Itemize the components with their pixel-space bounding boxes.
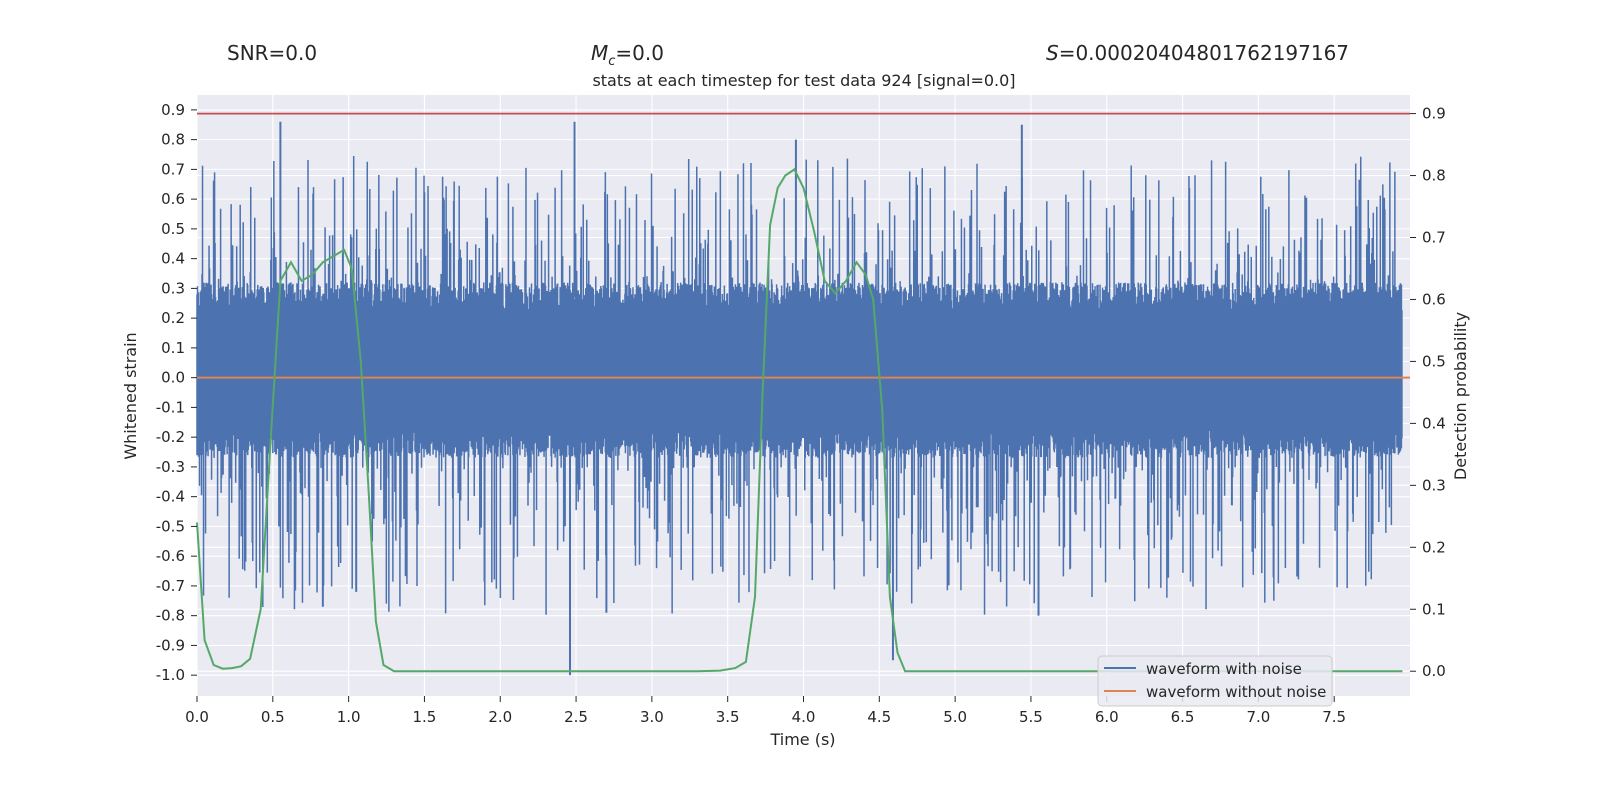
x-tick-label: 6.0 <box>1095 708 1119 726</box>
y-tick-label-left: 0.4 <box>161 250 185 268</box>
x-tick-label: 1.5 <box>413 708 437 726</box>
legend: waveform with noise waveform without noi… <box>1097 655 1333 707</box>
y-tick-label-left: 0.6 <box>161 190 185 208</box>
x-tick-label: 2.0 <box>488 708 512 726</box>
y-tick-label-left: -0.2 <box>156 428 185 446</box>
x-tick-label: 7.0 <box>1246 708 1270 726</box>
waveform-with-noise-series <box>196 121 1403 676</box>
y-tick-label-left: 0.5 <box>161 220 185 238</box>
x-tick-label: 2.5 <box>564 708 588 726</box>
y-tick-label-left: -0.1 <box>156 398 185 416</box>
y-tick-label-right: 0.0 <box>1422 662 1446 680</box>
y-tick-label-left: 0.0 <box>161 369 185 387</box>
snr-label: SNR=0.0 <box>227 41 317 65</box>
chirp-mass-value: =0.0 <box>615 41 664 65</box>
y-tick-label-right: 0.9 <box>1422 105 1446 123</box>
x-tick-label: 4.0 <box>792 708 816 726</box>
y-tick-label-left: -0.3 <box>156 458 185 476</box>
x-tick-label: 6.5 <box>1171 708 1195 726</box>
y-axis-right-ticks: 0.9 0.8 0.7 0.6 0.5 0.4 0.3 0.2 0.1 0.0 <box>1410 105 1446 680</box>
y-tick-label-right: 0.6 <box>1422 290 1446 308</box>
y-tick-label-left: -0.6 <box>156 547 185 565</box>
chirp-mass-subscript: c <box>608 54 615 69</box>
y-tick-label-left: 0.8 <box>161 131 185 149</box>
y-tick-label-left: -1.0 <box>156 666 185 684</box>
legend-label-noise: waveform with noise <box>1146 660 1302 678</box>
x-tick-label: 3.5 <box>716 708 740 726</box>
waveform-with-noise-core <box>197 312 1403 429</box>
s-statistic-value: =0.00020404801762197167 <box>1059 41 1349 65</box>
x-axis-ticks: 0.0 0.5 1.0 1.5 2.0 2.5 3.0 3.5 4.0 4.5 5.0 5.5 6.0 6… <box>185 696 1346 726</box>
y-tick-label-left: -0.7 <box>156 577 185 595</box>
y-tick-label-left: -0.9 <box>156 636 185 654</box>
x-tick-label: 0.5 <box>261 708 285 726</box>
chirp-mass-label: Mc=0.0 <box>591 41 664 69</box>
x-tick-label: 7.5 <box>1322 708 1346 726</box>
chirp-mass-symbol: M <box>591 41 608 65</box>
y-tick-label-left: 0.9 <box>161 101 185 119</box>
x-tick-label: 1.0 <box>337 708 361 726</box>
y-tick-label-right: 0.1 <box>1422 600 1446 618</box>
x-tick-label: 5.0 <box>943 708 967 726</box>
y-tick-label-left: -0.4 <box>156 488 185 506</box>
legend-box <box>1097 655 1333 707</box>
x-tick-label: 4.5 <box>867 708 891 726</box>
y-tick-label-left: -0.5 <box>156 517 185 535</box>
y-axis-left-ticks: 0.9 0.8 0.7 0.6 0.5 0.4 0.3 0.2 0.1 0.0 -0.1 -0.2 -0… <box>156 101 197 684</box>
y-tick-label-right: 0.3 <box>1422 476 1446 494</box>
chart-title: stats at each timestep for test data 924… <box>592 71 1015 90</box>
y-tick-label-right: 0.5 <box>1422 352 1446 370</box>
x-tick-label: 0.0 <box>185 708 209 726</box>
legend-label-clean: waveform without noise <box>1146 683 1326 701</box>
y-axis-right-label: Detection probability <box>1451 312 1470 480</box>
y-tick-label-right: 0.4 <box>1422 414 1446 432</box>
x-tick-label: 3.0 <box>640 708 664 726</box>
y-tick-label-left: 0.3 <box>161 279 185 297</box>
y-tick-label-left: -0.8 <box>156 607 185 625</box>
y-tick-label-right: 0.7 <box>1422 229 1446 247</box>
detection-probability-line <box>196 167 1403 673</box>
y-axis-left-label: Whitened strain <box>121 332 140 459</box>
y-tick-label-right: 0.2 <box>1422 538 1446 556</box>
x-axis-label: Time (s) <box>769 730 835 749</box>
s-statistic-label: S=0.00020404801762197167 <box>1046 41 1349 65</box>
y-tick-label-right: 0.8 <box>1422 167 1446 185</box>
s-statistic-symbol: S <box>1046 41 1059 65</box>
y-tick-label-left: 0.1 <box>161 339 185 357</box>
y-tick-label-left: 0.7 <box>161 160 185 178</box>
y-tick-label-left: 0.2 <box>161 309 185 327</box>
x-tick-label: 5.5 <box>1019 708 1043 726</box>
